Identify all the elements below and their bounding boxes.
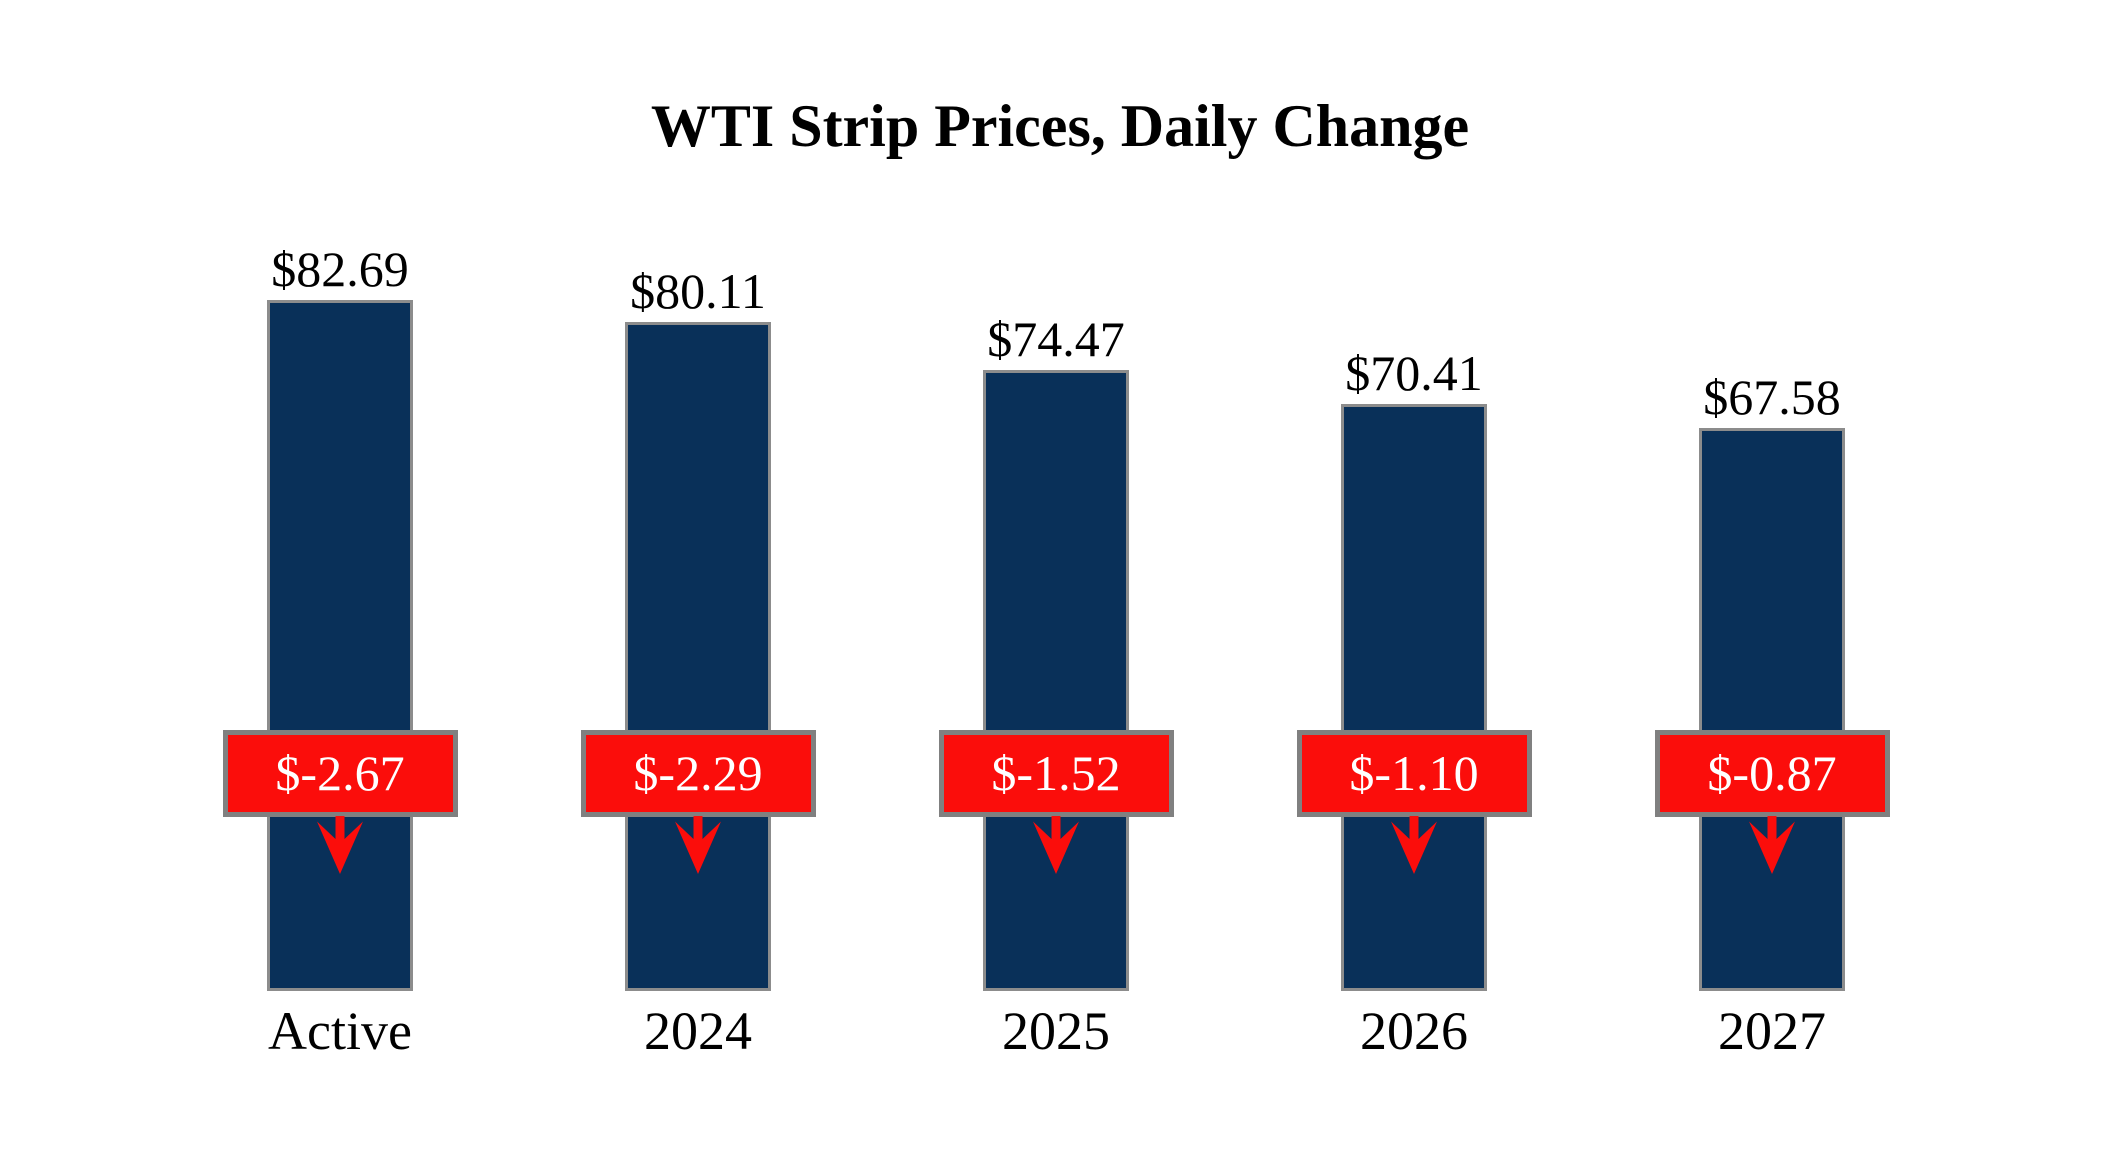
down-arrow-icon xyxy=(670,816,726,881)
daily-change-badge: $-2.67 xyxy=(222,730,458,817)
bar-value-label: $82.69 xyxy=(271,241,409,297)
category-label: 2026 xyxy=(1360,1001,1468,1061)
daily-change-badge: $-2.29 xyxy=(580,730,816,817)
category-label: 2025 xyxy=(1002,1001,1110,1061)
chart-title: WTI Strip Prices, Daily Change xyxy=(650,93,1470,159)
category-label: 2024 xyxy=(644,1001,752,1061)
category-label: Active xyxy=(268,1001,412,1061)
category-label: 2027 xyxy=(1718,1001,1826,1061)
price-bar xyxy=(983,370,1129,991)
daily-change-badge: $-0.87 xyxy=(1654,730,1890,817)
down-arrow-icon xyxy=(1744,816,1800,881)
daily-change-badge: $-1.52 xyxy=(938,730,1174,817)
bar-value-label: $74.47 xyxy=(987,311,1125,367)
daily-change-badge: $-1.10 xyxy=(1296,730,1532,817)
down-arrow-icon xyxy=(1386,816,1442,881)
price-bar xyxy=(625,322,771,991)
price-bar xyxy=(1341,404,1487,991)
down-arrow-icon xyxy=(312,816,368,881)
bar-value-label: $67.58 xyxy=(1703,369,1841,425)
bar-value-label: $80.11 xyxy=(630,263,766,319)
price-bar xyxy=(1699,428,1845,991)
down-arrow-icon xyxy=(1028,816,1084,881)
bar-value-label: $70.41 xyxy=(1345,345,1483,401)
price-bar xyxy=(267,300,413,991)
